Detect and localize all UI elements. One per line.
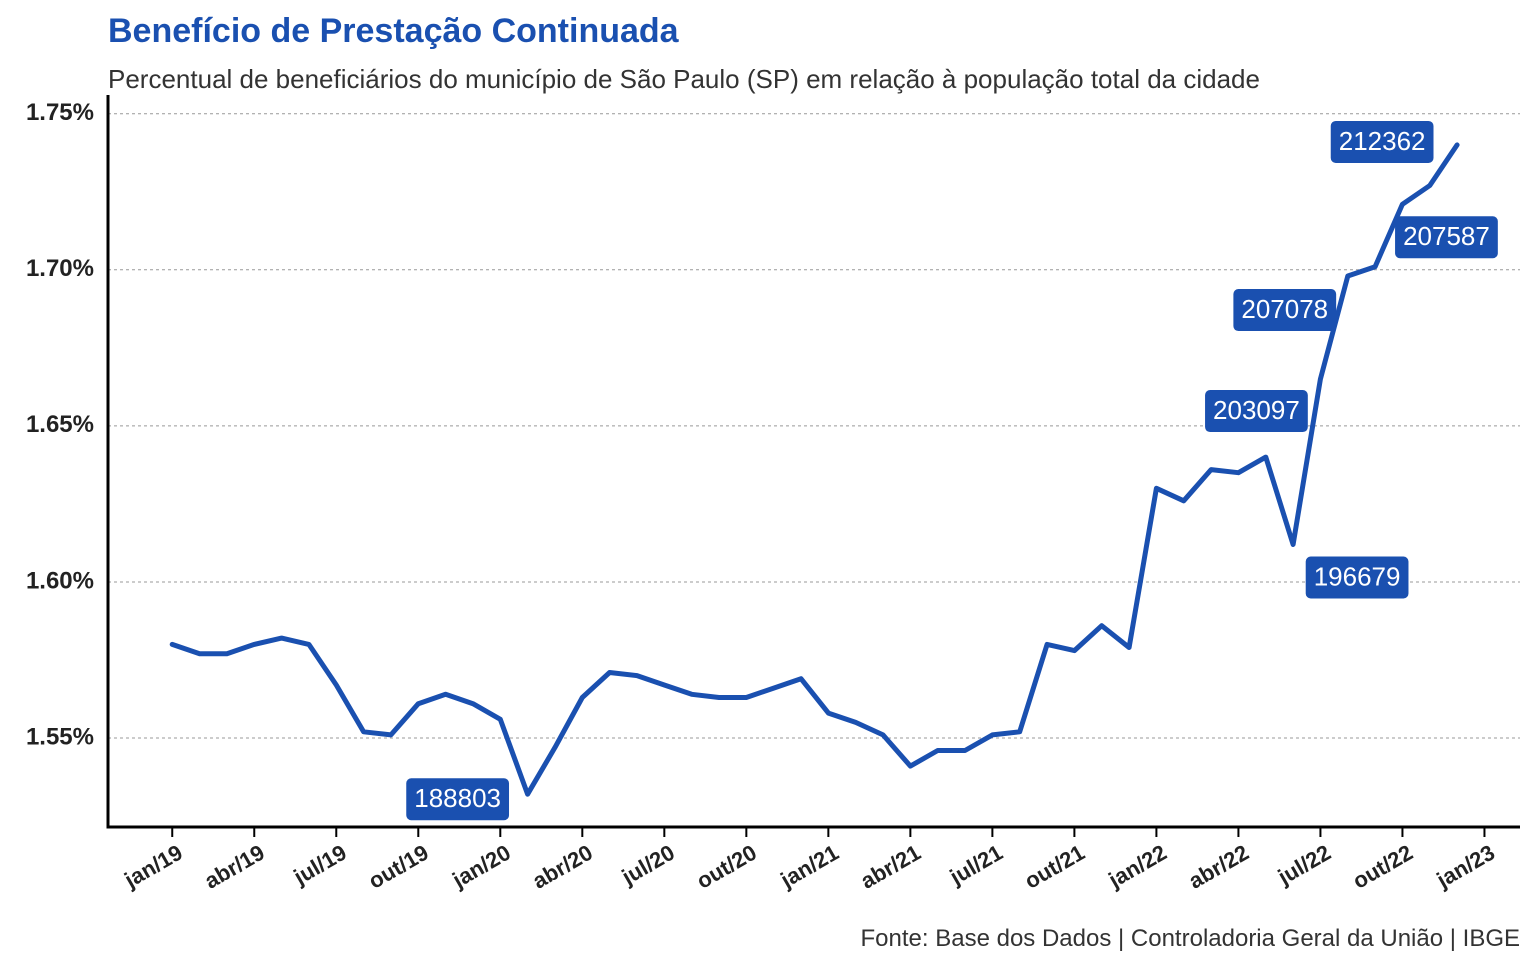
x-tick-label: jan/20	[447, 840, 514, 893]
x-tick-label: jan/23	[1432, 840, 1499, 893]
chart-subtitle: Percentual de beneficiários do município…	[108, 64, 1260, 94]
x-tick-label: abr/21	[856, 840, 925, 894]
x-tick-label: out/22	[1348, 840, 1417, 894]
annotation-box	[1205, 390, 1308, 433]
annotation: 188803	[406, 778, 510, 821]
data-line	[169, 142, 1460, 797]
annotation-label: 212362	[1339, 126, 1426, 156]
y-tick-label: 1.70%	[26, 255, 94, 282]
x-tick-label: abr/22	[1184, 840, 1253, 894]
y-tick-label: 1.75%	[26, 99, 94, 126]
x-tick-label: jul/22	[1273, 840, 1335, 890]
annotation-label: 207587	[1403, 221, 1490, 251]
annotation-box	[1395, 216, 1498, 259]
annotation: 207078	[1233, 289, 1337, 332]
x-tick-label: abr/19	[200, 840, 269, 894]
x-tick-label: jul/21	[945, 840, 1007, 890]
annotation-box	[1330, 120, 1434, 163]
annotation-box	[406, 778, 510, 821]
source: Fonte: Base dos Dados | Controladoria Ge…	[861, 925, 1520, 952]
x-tick-label: jan/22	[1104, 840, 1171, 893]
annotation: 212362	[1330, 120, 1434, 163]
y-tick-label: 1.65%	[26, 411, 94, 438]
annotation-box	[1233, 289, 1337, 332]
x-tick-label: abr/20	[528, 840, 597, 894]
annotation-label: 207078	[1241, 294, 1328, 324]
annotation: 207587	[1395, 216, 1498, 259]
annotation-box	[1305, 556, 1409, 599]
y-tick-label: 1.60%	[26, 567, 94, 594]
annotation-label: 188803	[414, 783, 501, 813]
annotation: 203097	[1205, 390, 1308, 433]
annotation: 196679	[1305, 556, 1409, 599]
x-tick-label: out/19	[364, 840, 433, 894]
x-tick-label: out/20	[692, 840, 761, 894]
x-tick-label: jan/21	[775, 840, 842, 893]
x-tick-label: out/21	[1020, 840, 1089, 894]
chart-title: Benefício de Prestação Continuada	[108, 12, 680, 50]
x-tick-label: jan/19	[119, 840, 186, 893]
annotation-label: 196679	[1314, 561, 1401, 591]
x-tick-label: jul/19	[289, 840, 351, 890]
x-tick-label: jul/20	[617, 840, 679, 890]
annotation-label: 203097	[1213, 395, 1300, 425]
y-tick-label: 1.55%	[26, 723, 94, 750]
